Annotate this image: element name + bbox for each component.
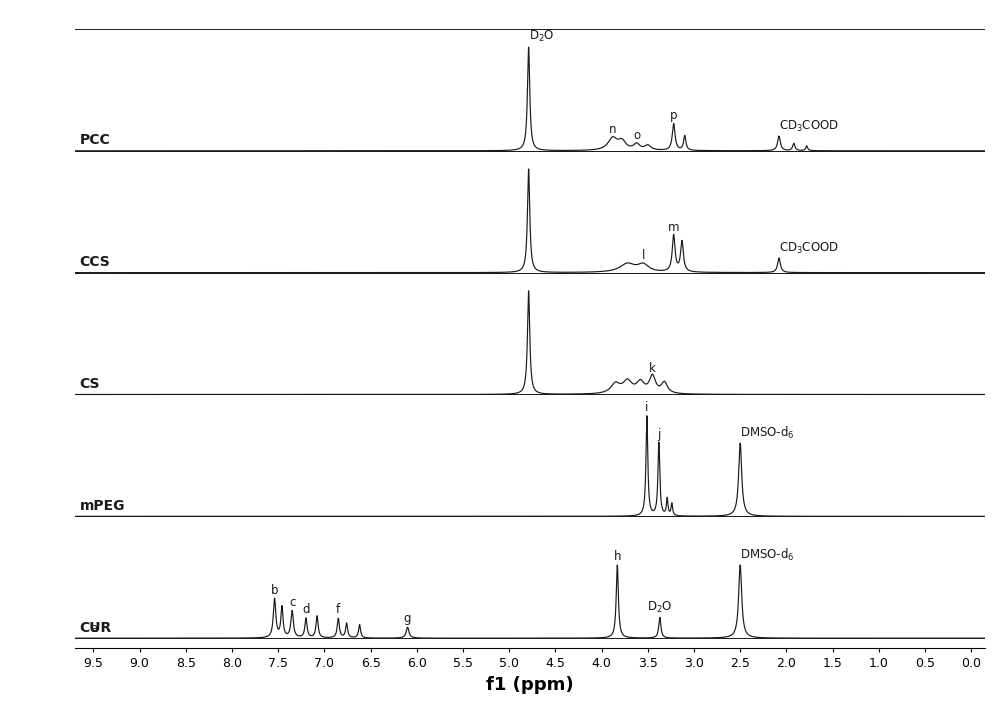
Text: f: f	[336, 603, 340, 617]
Text: d: d	[302, 603, 310, 617]
Text: CCS: CCS	[80, 255, 110, 269]
Text: l: l	[641, 248, 645, 262]
Text: b: b	[271, 584, 278, 597]
Text: h: h	[614, 550, 621, 562]
Text: CD$_3$COOD: CD$_3$COOD	[779, 241, 839, 256]
Text: DMSO-d$_6$: DMSO-d$_6$	[740, 547, 795, 562]
Text: g: g	[404, 612, 411, 624]
X-axis label: f1 (ppm): f1 (ppm)	[486, 676, 574, 693]
Text: k: k	[649, 362, 656, 375]
Text: DMSO-d$_6$: DMSO-d$_6$	[740, 424, 795, 441]
Text: j: j	[657, 428, 661, 441]
Text: PCC: PCC	[80, 133, 110, 147]
Text: CD$_3$COOD: CD$_3$COOD	[779, 119, 839, 134]
Text: m: m	[668, 221, 679, 234]
Text: CUR: CUR	[80, 621, 112, 634]
Text: CS: CS	[80, 377, 100, 391]
Text: o: o	[633, 130, 640, 142]
Text: D$_2$O: D$_2$O	[647, 600, 672, 615]
Text: mPEG: mPEG	[80, 498, 125, 513]
Text: D$_2$O: D$_2$O	[529, 28, 554, 43]
Text: a: a	[90, 622, 97, 634]
Text: p: p	[670, 108, 677, 122]
Text: i: i	[645, 401, 649, 414]
Text: n: n	[609, 123, 616, 136]
Text: c: c	[289, 596, 295, 609]
